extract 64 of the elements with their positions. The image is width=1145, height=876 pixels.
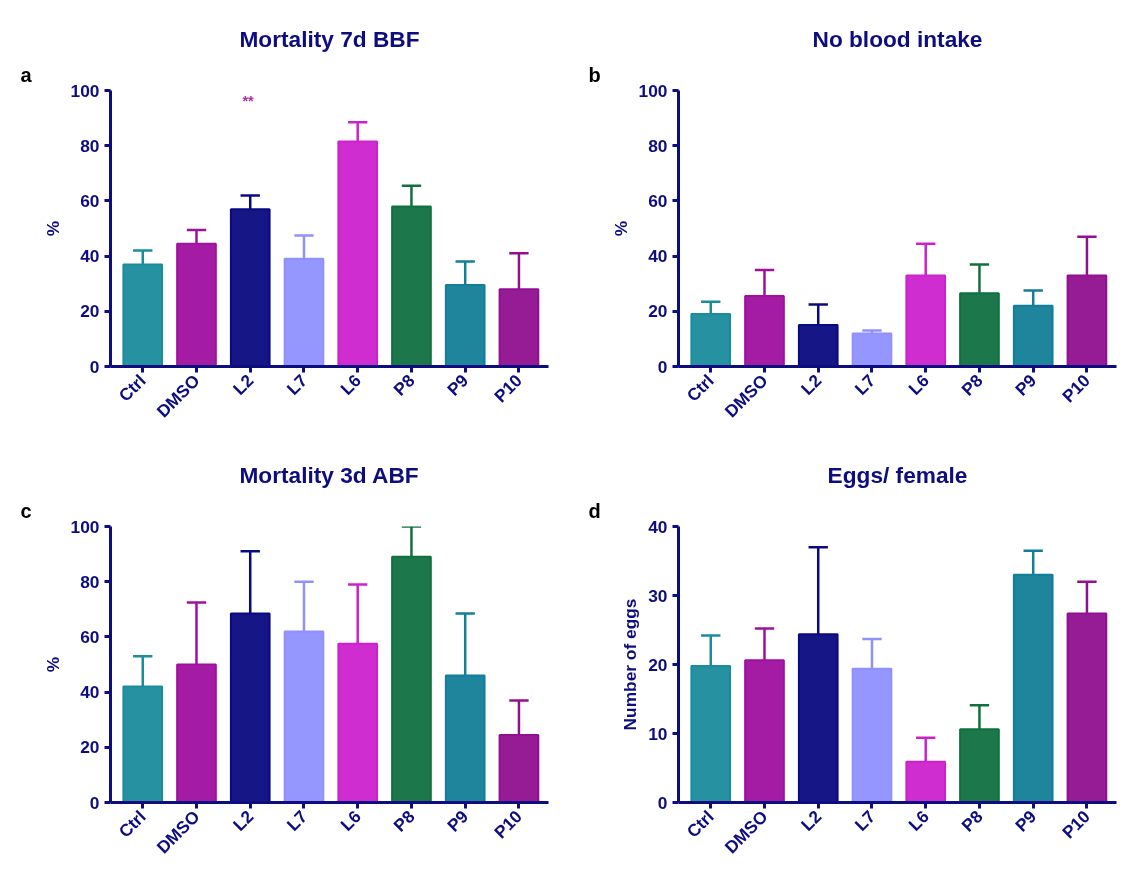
y-tick-label: 100 bbox=[70, 516, 100, 537]
y-tick-label: 80 bbox=[80, 571, 100, 592]
text: c bbox=[20, 499, 32, 522]
x-tick-label: P10 bbox=[490, 806, 527, 843]
chart-title: Mortality 3d ABF bbox=[239, 461, 419, 488]
y-tick-label: 80 bbox=[648, 135, 668, 156]
y-tick-label: 10 bbox=[648, 723, 668, 744]
x-tick-label: P8 bbox=[389, 806, 419, 836]
x-tick-label: Ctrl bbox=[682, 806, 718, 842]
y-tick-label: 20 bbox=[80, 737, 100, 758]
x-tick-label: P8 bbox=[389, 370, 419, 400]
y-tick-label: 0 bbox=[657, 356, 668, 377]
x-tick-label: L6 bbox=[904, 370, 934, 399]
annotation: ** bbox=[242, 92, 255, 109]
x-tick-label: L6 bbox=[336, 370, 366, 399]
y-tick-label: 0 bbox=[89, 792, 100, 813]
x-tick-label: P10 bbox=[1058, 806, 1095, 843]
chart-title: Mortality 7d BBF bbox=[239, 25, 420, 52]
y-axis-title: % bbox=[42, 220, 63, 237]
x-tick-label: P9 bbox=[443, 806, 473, 836]
y-tick-label: 60 bbox=[80, 626, 100, 647]
y-axis-title: % bbox=[610, 220, 631, 237]
y-tick-label: 40 bbox=[648, 246, 668, 267]
y-tick-label: 20 bbox=[648, 654, 668, 675]
y-axis-title: Number of eggs bbox=[620, 598, 641, 731]
y-tick-label: 40 bbox=[80, 246, 100, 267]
y-tick-label: 100 bbox=[638, 80, 668, 101]
y-tick-label: 60 bbox=[648, 190, 668, 211]
y-axis-title: % bbox=[42, 656, 63, 673]
y-tick-label: 0 bbox=[89, 356, 100, 377]
y-tick-label: 40 bbox=[648, 516, 668, 537]
y-tick-label: 80 bbox=[80, 135, 100, 156]
x-tick-label: L2 bbox=[228, 806, 258, 835]
x-tick-label: P9 bbox=[1011, 806, 1041, 836]
x-tick-label: P9 bbox=[443, 370, 473, 400]
y-tick-label: 40 bbox=[80, 682, 100, 703]
x-tick-label: L2 bbox=[228, 370, 258, 399]
x-tick-label: Ctrl bbox=[114, 806, 150, 842]
y-tick-label: 0 bbox=[657, 792, 668, 813]
chart-title: No blood intake bbox=[812, 25, 983, 52]
x-tick-label: L7 bbox=[850, 370, 880, 399]
x-tick-label: L7 bbox=[282, 370, 312, 399]
text: b bbox=[588, 63, 601, 86]
x-tick-label: P10 bbox=[490, 370, 527, 407]
y-tick-label: 60 bbox=[80, 190, 100, 211]
text: d bbox=[588, 499, 601, 522]
x-tick-label: L7 bbox=[850, 806, 880, 835]
y-tick-label: 30 bbox=[648, 585, 668, 606]
x-tick-label: P10 bbox=[1058, 370, 1095, 407]
chart-title: Eggs/ female bbox=[827, 461, 968, 488]
x-tick-label: P8 bbox=[957, 370, 987, 400]
x-tick-label: L7 bbox=[282, 806, 312, 835]
x-tick-label: Ctrl bbox=[114, 370, 150, 406]
y-tick-label: 100 bbox=[70, 80, 100, 101]
x-tick-label: L2 bbox=[796, 806, 826, 835]
y-tick-label: 20 bbox=[80, 301, 100, 322]
y-tick-label: 20 bbox=[648, 301, 668, 322]
x-tick-label: P8 bbox=[957, 806, 987, 836]
x-tick-label: P9 bbox=[1011, 370, 1041, 400]
x-tick-label: L6 bbox=[904, 806, 934, 835]
x-tick-label: L6 bbox=[336, 806, 366, 835]
text: a bbox=[20, 63, 33, 86]
x-tick-label: Ctrl bbox=[682, 370, 718, 406]
x-tick-label: L2 bbox=[796, 370, 826, 399]
